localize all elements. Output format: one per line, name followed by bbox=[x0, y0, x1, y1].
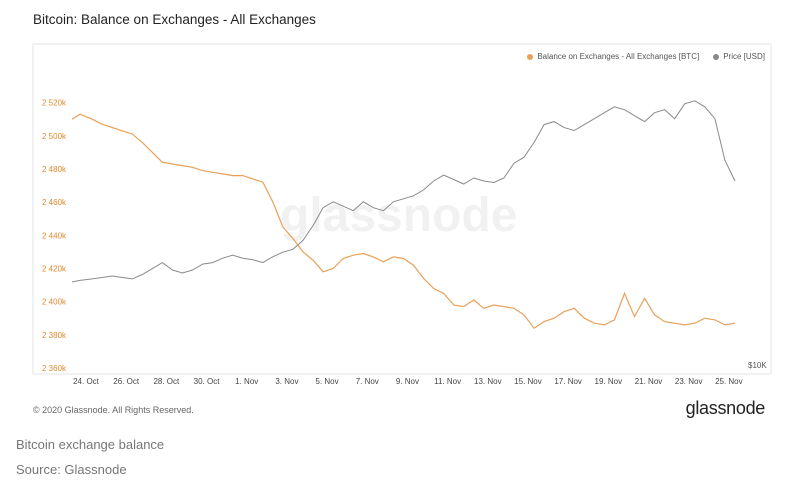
x-tick-label: 21. Nov bbox=[635, 377, 663, 386]
x-tick-label: 24. Oct bbox=[73, 377, 100, 386]
x-tick-label: 26. Oct bbox=[113, 377, 140, 386]
y-tick-label: 2 400k bbox=[42, 298, 67, 307]
legend-dot-price bbox=[713, 53, 720, 60]
y-axis: 2 360k 2 380k 2 400k 2 420k 2 440k 2 460k 2 48… bbox=[42, 99, 67, 373]
x-tick-label: 5. Nov bbox=[316, 377, 339, 386]
x-tick-label: 23. Nov bbox=[675, 377, 703, 386]
legend-label-price: Price [USD] bbox=[723, 52, 765, 61]
y-tick-label: 2 460k bbox=[42, 198, 67, 207]
x-tick-label: 17. Nov bbox=[554, 377, 582, 386]
y-tick-label: 2 380k bbox=[42, 331, 67, 340]
y-tick-label: 2 420k bbox=[42, 264, 67, 273]
brand-logo: glassnode bbox=[685, 398, 766, 418]
x-tick-label: 28. Oct bbox=[153, 377, 180, 386]
x-tick-label: 3. Nov bbox=[275, 377, 298, 386]
x-tick-label: 1. Nov bbox=[235, 377, 258, 386]
x-tick-label: 19. Nov bbox=[595, 377, 623, 386]
legend-item-price[interactable]: Price [USD] bbox=[713, 52, 765, 61]
x-tick-label: 13. Nov bbox=[474, 377, 502, 386]
watermark: glassnode bbox=[280, 189, 518, 242]
x-axis: 24. Oct 26. Oct 28. Oct 30. Oct 1. Nov 3. Nov… bbox=[73, 377, 743, 386]
y-tick-label: 2 360k bbox=[42, 364, 67, 373]
y-tick-label: 2 500k bbox=[42, 132, 67, 141]
y-tick-label: 2 440k bbox=[42, 231, 67, 240]
chart-card: Bitcoin: Balance on Exchanges - All Exch… bbox=[32, 12, 772, 418]
y-tick-label: 2 480k bbox=[42, 165, 67, 174]
legend-dot-balance bbox=[527, 53, 534, 60]
x-tick-label: 11. Nov bbox=[434, 377, 461, 386]
plot-area: 2 360k 2 380k 2 400k 2 420k 2 440k 2 460k 2 48… bbox=[32, 43, 772, 386]
balance-line bbox=[71, 113, 736, 330]
y-tick-label: 2 520k bbox=[42, 99, 67, 108]
plot-frame bbox=[32, 43, 772, 375]
copyright: © 2020 Glassnode. All Rights Reserved. bbox=[33, 405, 194, 415]
legend-item-balance[interactable]: Balance on Exchanges - All Exchanges [BT… bbox=[527, 52, 699, 61]
legend: Balance on Exchanges - All Exchanges [BT… bbox=[527, 52, 765, 61]
legend-label-balance: Balance on Exchanges - All Exchanges [BT… bbox=[537, 52, 700, 61]
x-tick-label: 7. Nov bbox=[356, 377, 379, 386]
price-line bbox=[71, 100, 736, 283]
chart-title: Bitcoin: Balance on Exchanges - All Exch… bbox=[33, 12, 316, 27]
x-tick-label: 30. Oct bbox=[194, 377, 221, 386]
x-tick-label: 9. Nov bbox=[396, 377, 419, 386]
x-tick-label: 15. Nov bbox=[514, 377, 542, 386]
y2-tick-label: $10K bbox=[748, 361, 767, 370]
figure-source: Source: Glassnode bbox=[16, 462, 127, 477]
figure-caption: Bitcoin exchange balance bbox=[16, 437, 165, 452]
x-tick-label: 25. Nov bbox=[715, 377, 743, 386]
